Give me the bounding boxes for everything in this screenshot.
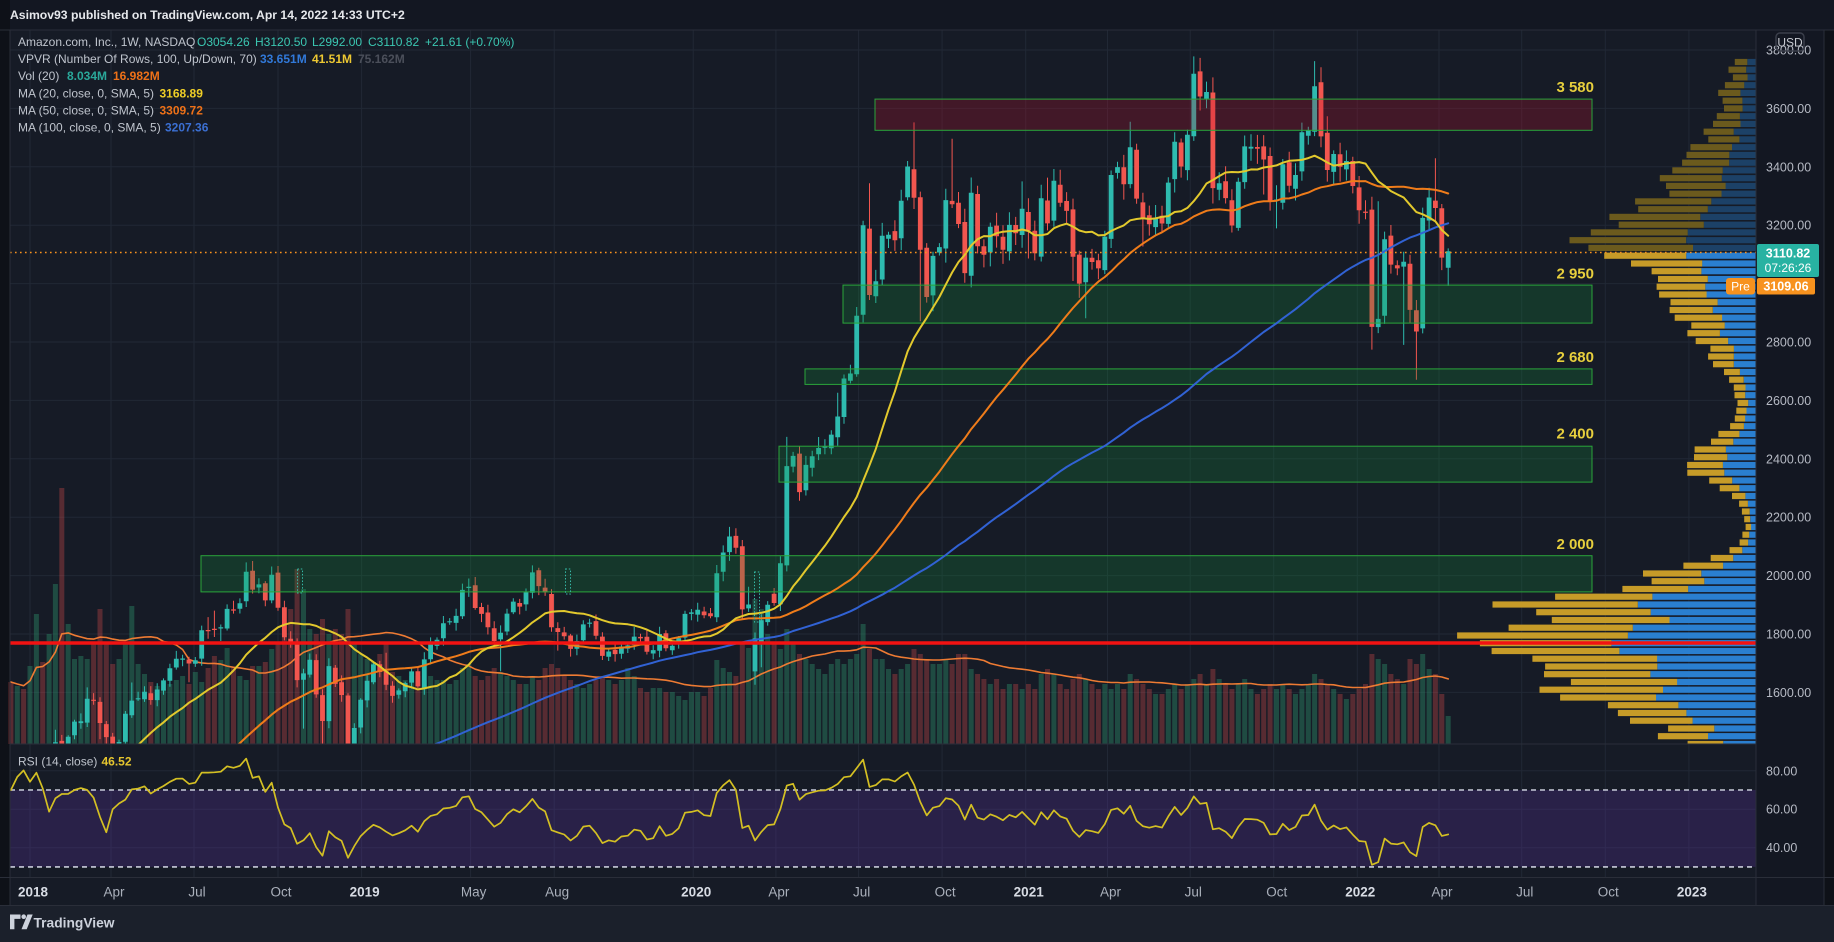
svg-text:1800.00: 1800.00	[1766, 628, 1811, 642]
svg-text:41.51M: 41.51M	[312, 52, 352, 66]
svg-text:2200.00: 2200.00	[1766, 511, 1811, 525]
svg-text:75.162M: 75.162M	[358, 52, 405, 66]
svg-text:33.651M: 33.651M	[260, 52, 307, 66]
svg-text:40.00: 40.00	[1766, 841, 1797, 855]
svg-text:USD: USD	[1777, 36, 1803, 50]
svg-text:MA (20, close, 0, SMA, 5): MA (20, close, 0, SMA, 5)	[18, 86, 154, 100]
svg-text:Apr: Apr	[103, 885, 125, 900]
svg-text:Pre: Pre	[1731, 280, 1750, 294]
svg-text:Apr: Apr	[1100, 885, 1122, 900]
svg-text:2 680: 2 680	[1556, 349, 1594, 366]
svg-text:2800.00: 2800.00	[1766, 336, 1811, 350]
svg-text:3600.00: 3600.00	[1766, 102, 1811, 116]
svg-text:3168.89: 3168.89	[160, 86, 204, 100]
svg-text:Jul: Jul	[1185, 885, 1202, 900]
svg-text:Asimov93 published on TradingV: Asimov93 published on TradingView.com, A…	[10, 8, 405, 22]
svg-text:2021: 2021	[1014, 885, 1045, 900]
svg-text:Vol (20): Vol (20)	[18, 69, 59, 83]
svg-text:Oct: Oct	[1266, 885, 1287, 900]
svg-text:2023: 2023	[1677, 885, 1708, 900]
svg-text:1600.00: 1600.00	[1766, 686, 1811, 700]
svg-text:Apr: Apr	[1431, 885, 1453, 900]
svg-text:2 950: 2 950	[1556, 266, 1594, 283]
svg-text:2019: 2019	[350, 885, 380, 900]
svg-text:3 580: 3 580	[1556, 79, 1594, 96]
svg-text:2000.00: 2000.00	[1766, 569, 1811, 583]
svg-text:MA (100, close, 0, SMA, 5): MA (100, close, 0, SMA, 5)	[18, 120, 161, 134]
svg-text:H3120.50: H3120.50	[255, 35, 307, 49]
svg-text:L2992.00: L2992.00	[312, 35, 362, 49]
svg-text:Oct: Oct	[1598, 885, 1619, 900]
svg-text:MA (50, close, 0, SMA, 5): MA (50, close, 0, SMA, 5)	[18, 103, 154, 117]
svg-text:2600.00: 2600.00	[1766, 394, 1811, 408]
svg-text:TradingView: TradingView	[34, 916, 115, 931]
svg-text:Oct: Oct	[935, 885, 956, 900]
svg-text:07:26:26: 07:26:26	[1765, 261, 1812, 275]
svg-text:2018: 2018	[18, 885, 49, 900]
svg-text:O3054.26: O3054.26	[197, 35, 250, 49]
svg-text:16.982M: 16.982M	[113, 69, 160, 83]
svg-text:2 400: 2 400	[1556, 426, 1594, 443]
svg-text:2020: 2020	[681, 885, 711, 900]
svg-text:+21.61 (+0.70%): +21.61 (+0.70%)	[425, 35, 514, 49]
svg-text:80.00: 80.00	[1766, 764, 1797, 778]
svg-text:60.00: 60.00	[1766, 803, 1797, 817]
svg-text:Jul: Jul	[188, 885, 205, 900]
svg-text:C3110.82: C3110.82	[368, 35, 419, 49]
svg-text:Aug: Aug	[545, 885, 569, 900]
svg-text:3109.06: 3109.06	[1763, 280, 1808, 294]
svg-text:3200.00: 3200.00	[1766, 219, 1811, 233]
svg-text:VPVR (Number Of Rows, 100, Up/: VPVR (Number Of Rows, 100, Up/Down, 70)	[18, 52, 257, 66]
svg-text:2400.00: 2400.00	[1766, 452, 1811, 466]
svg-text:Jul: Jul	[853, 885, 870, 900]
svg-text:Apr: Apr	[768, 885, 790, 900]
svg-text:3309.72: 3309.72	[160, 103, 204, 117]
svg-text:Amazon.com, Inc., 1W, NASDAQ: Amazon.com, Inc., 1W, NASDAQ	[18, 35, 195, 49]
svg-text:2 000: 2 000	[1556, 536, 1594, 553]
svg-text:2022: 2022	[1345, 885, 1375, 900]
svg-text:3110.82: 3110.82	[1766, 247, 1811, 261]
svg-text:3400.00: 3400.00	[1766, 160, 1811, 174]
svg-text:May: May	[461, 885, 487, 900]
svg-text:3207.36: 3207.36	[165, 120, 209, 134]
svg-text:Jul: Jul	[1516, 885, 1533, 900]
svg-text:RSI (14, close): RSI (14, close)	[18, 754, 97, 768]
svg-text:8.034M: 8.034M	[67, 69, 107, 83]
svg-text:Oct: Oct	[270, 885, 291, 900]
svg-text:46.52: 46.52	[102, 754, 132, 768]
